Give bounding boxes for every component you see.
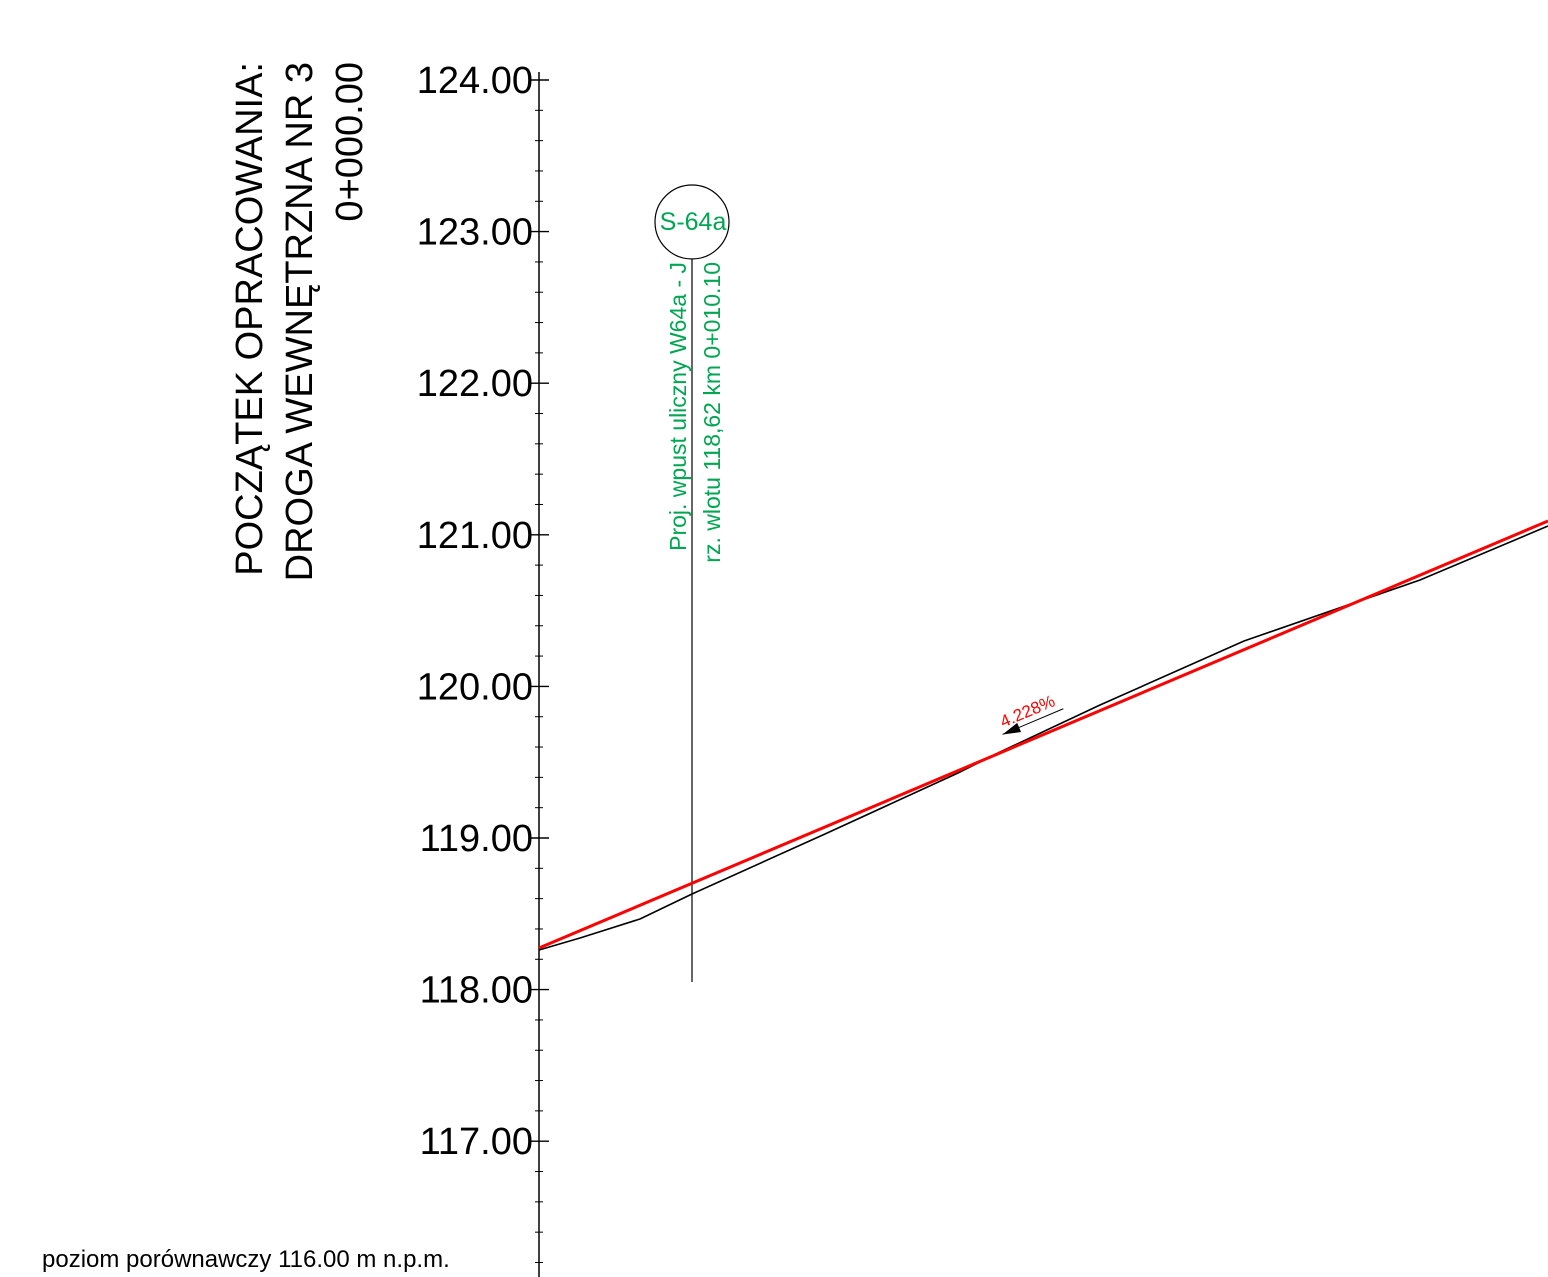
tick-label: 121.00 bbox=[417, 515, 533, 557]
grade-arrow-icon bbox=[1002, 722, 1022, 735]
structure-id: S-64a bbox=[660, 208, 727, 236]
design-grade-line bbox=[538, 519, 1548, 950]
tick-label: 118.00 bbox=[420, 970, 533, 1012]
terrain-line bbox=[538, 525, 1548, 951]
axis-ticks bbox=[529, 79, 549, 1263]
grade-label: 4.228% bbox=[997, 691, 1058, 731]
title-line1: POCZĄTEK OPRACOWANIA: bbox=[229, 62, 271, 576]
axis-tick-labels: 124.00 123.00 122.00 121.00 120.00 119.00 118.… bbox=[417, 60, 533, 1163]
datum-label: poziom porównawczy 116.00 m n.p.m. bbox=[42, 1246, 450, 1273]
title-block: POCZĄTEK OPRACOWANIA: DROGA WEWNĘTRZNA N… bbox=[229, 62, 371, 581]
tick-label: 123.00 bbox=[417, 212, 533, 254]
tick-label: 124.00 bbox=[417, 60, 533, 102]
tick-label: 117.00 bbox=[420, 1121, 533, 1163]
structure-description: Proj. wpust uliczny W64a - J bbox=[665, 262, 691, 551]
title-chainage: 0+000.00 bbox=[329, 62, 371, 222]
tick-label: 119.00 bbox=[420, 818, 533, 860]
grade-annotation: 4.228% bbox=[997, 691, 1064, 735]
title-line2: DROGA WEWNĘTRZNA NR 3 bbox=[279, 62, 321, 581]
tick-label: 120.00 bbox=[417, 666, 533, 708]
structure-inlet-text: rz. wlotu 118,62 km 0+010.10 bbox=[699, 262, 725, 563]
tick-label: 122.00 bbox=[417, 363, 533, 405]
structure-s64a: S-64a Proj. wpust uliczny W64a - J rz. w… bbox=[654, 184, 730, 982]
